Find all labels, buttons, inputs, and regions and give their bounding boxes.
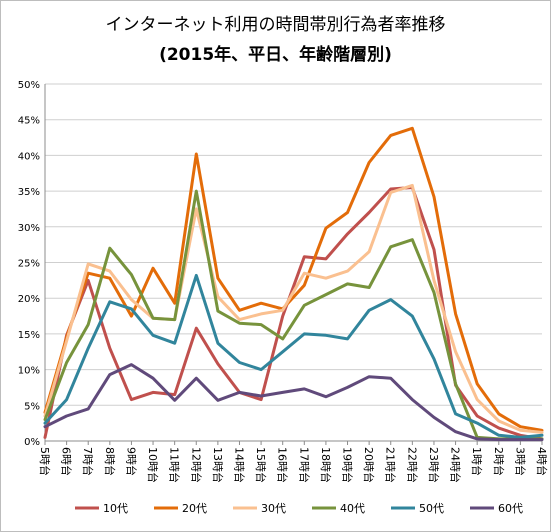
x-tick-label: 22時台	[405, 447, 419, 483]
y-tick-label: 45%	[18, 116, 40, 127]
x-tick-label: 8時台	[103, 447, 117, 476]
y-tick-label: 20%	[18, 294, 40, 305]
legend-label: 60代	[498, 502, 523, 515]
x-tick-label: 4時台	[535, 447, 549, 476]
y-tick-label: 25%	[18, 259, 40, 270]
x-tick-label: 11時台	[168, 447, 182, 483]
x-tick-label: 18時台	[319, 447, 333, 483]
legend-label: 40代	[340, 502, 365, 515]
y-tick-label: 15%	[18, 330, 40, 341]
legend: 10代 20代 30代 40代 50代 60代	[75, 502, 523, 515]
y-tick-label: 35%	[18, 187, 40, 198]
x-tick-label: 6時台	[60, 447, 74, 476]
x-tick-label: 13時台	[211, 447, 225, 483]
legend-label: 20代	[182, 502, 207, 515]
series-line-40代	[43, 189, 544, 441]
x-tick-label: 10時台	[146, 447, 160, 483]
x-tick-label: 15時台	[254, 447, 268, 483]
series-lines	[43, 126, 544, 442]
y-axis: 0% 5% 10% 15% 20% 25% 30% 35% 40% 45% 50%	[18, 80, 46, 448]
x-tick-label: 3時台	[513, 447, 527, 476]
series-line-30代	[43, 183, 544, 434]
x-tick-label: 23時台	[427, 447, 441, 483]
x-axis: 5時台 6時台 7時台 8時台 9時台 10時台 11時台 12時台 13時台 14時台 15時台 1…	[38, 441, 549, 483]
x-tick-label: 16時台	[276, 447, 290, 483]
legend-label: 10代	[103, 502, 128, 515]
series-line-60代	[43, 363, 544, 442]
legend-label: 50代	[419, 502, 444, 515]
gridlines	[45, 83, 542, 442]
x-tick-label: 20時台	[362, 447, 376, 483]
legend-label: 30代	[261, 502, 286, 515]
y-tick-label: 5%	[24, 401, 40, 412]
x-tick-label: 1時台	[470, 447, 484, 476]
x-tick-label: 17時台	[297, 447, 311, 483]
x-tick-label: 14時台	[232, 447, 246, 483]
x-tick-label: 9時台	[124, 447, 138, 476]
y-tick-label: 50%	[18, 80, 40, 91]
y-tick-label: 40%	[18, 151, 40, 162]
series-line-20代	[43, 126, 544, 432]
x-tick-label: 2時台	[492, 447, 506, 476]
x-tick-label: 5時台	[38, 447, 52, 476]
y-tick-label: 30%	[18, 223, 40, 234]
series-line-50代	[43, 273, 544, 439]
series-line-10代	[43, 186, 544, 441]
x-tick-label: 12時台	[189, 447, 203, 483]
x-tick-label: 7時台	[81, 447, 95, 476]
chart-title: インターネット利用の時間帯別行為者率推移	[105, 15, 446, 35]
y-tick-label: 10%	[18, 366, 40, 377]
x-tick-label: 24時台	[449, 447, 463, 483]
y-tick-label: 0%	[24, 437, 40, 448]
x-tick-label: 21時台	[384, 447, 398, 483]
x-tick-label: 19時台	[341, 447, 355, 483]
chart-subtitle: (2015年、平日、年齢階層別)	[159, 45, 392, 65]
